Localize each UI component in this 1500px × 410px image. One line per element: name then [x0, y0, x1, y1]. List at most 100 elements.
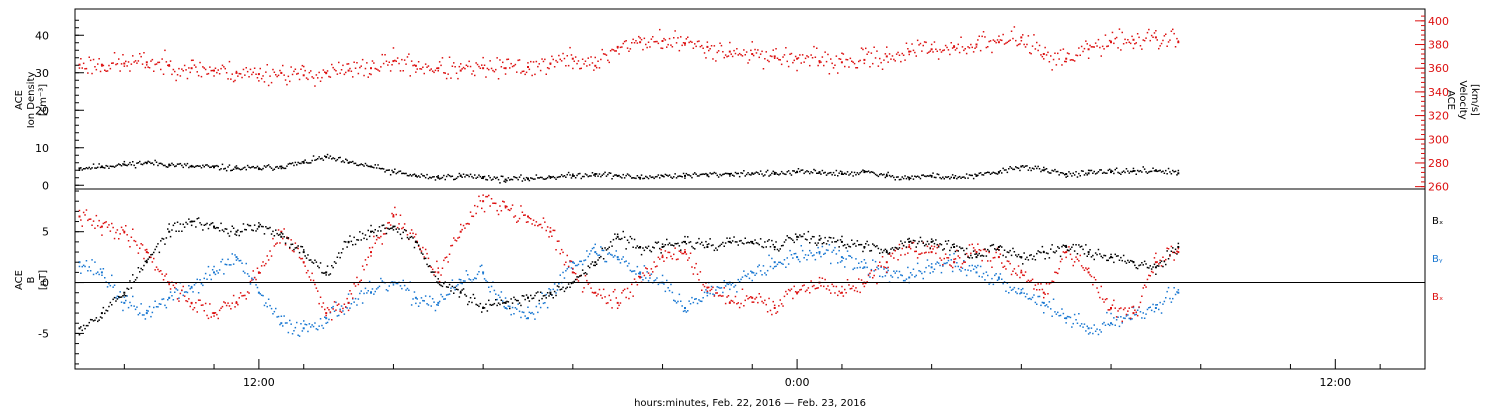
- bx-sample-point: [877, 247, 880, 250]
- by-sample-point: [1150, 309, 1153, 312]
- velocity-sample-point: [1072, 59, 1074, 61]
- bz-sample-point: [825, 288, 828, 290]
- by-sample-point: [461, 282, 463, 285]
- density-sample-point: [567, 171, 570, 174]
- bx-sample-point: [1148, 267, 1150, 269]
- bx-sample-point: [200, 223, 203, 226]
- density-sample-point: [422, 174, 424, 177]
- bz-sample-point: [972, 247, 975, 249]
- bz-sample-point: [925, 251, 927, 254]
- bx-sample-point: [720, 243, 723, 245]
- density-sample-point: [970, 174, 972, 177]
- density-point: [123, 163, 126, 166]
- velocity-sample-point: [538, 63, 540, 65]
- density-sample-point: [245, 168, 247, 171]
- bx-sample-point: [1008, 251, 1010, 254]
- velocity-sample-point: [158, 61, 161, 64]
- by-sample-point: [852, 268, 854, 271]
- bz-sample-point: [619, 302, 622, 304]
- velocity-sample-point: [978, 35, 980, 37]
- velocity-sample-point: [333, 68, 336, 71]
- bx-sample-point: [597, 259, 599, 261]
- velocity-sample-point: [748, 59, 751, 61]
- density-sample-point: [546, 176, 549, 179]
- velocity-sample-point: [979, 49, 982, 52]
- bx-sample-point: [914, 240, 916, 242]
- by-sample-point: [577, 263, 580, 266]
- bx-sample-point: [213, 227, 215, 229]
- bz-sample-point: [482, 194, 484, 196]
- velocity-sample-point: [105, 70, 107, 72]
- velocity-sample-point: [1051, 69, 1053, 71]
- density-sample-point: [343, 161, 346, 164]
- density-sample-point: [134, 167, 137, 169]
- density-sample-point: [378, 167, 381, 170]
- density-sample-point: [275, 166, 277, 168]
- density-sample-point: [113, 166, 116, 168]
- by-sample-point: [164, 304, 166, 307]
- velocity-sample-point: [640, 38, 643, 41]
- by-sample-point: [521, 311, 524, 313]
- density-sample-point: [907, 176, 909, 178]
- by-sample-point: [922, 277, 924, 280]
- by-sample-point: [143, 314, 145, 316]
- velocity-sample-point: [563, 57, 566, 60]
- by-sample-point: [105, 281, 107, 283]
- bz-sample-point: [860, 279, 863, 281]
- density-sample-point: [239, 168, 242, 171]
- by-sample-point: [810, 252, 812, 254]
- bx-sample-point: [441, 285, 444, 288]
- bx-sample-point: [862, 250, 864, 253]
- bx-sample-point: [339, 256, 341, 259]
- bx-sample-point: [1037, 250, 1039, 252]
- by-sample-point: [385, 289, 388, 291]
- density-sample-point: [157, 164, 159, 167]
- bx-sample-point: [275, 229, 277, 231]
- plasma-data-points: [78, 26, 1180, 184]
- by-sample-point: [884, 275, 887, 277]
- velocity-sample-point: [409, 75, 411, 77]
- density-sample-point: [530, 177, 532, 179]
- bx-sample-point: [936, 243, 938, 246]
- velocity-sample-point: [715, 60, 717, 62]
- velocity-sample-point: [841, 52, 843, 54]
- bx-sample-point: [293, 248, 295, 251]
- by-sample-point: [748, 277, 751, 280]
- bz-sample-point: [291, 249, 294, 252]
- density-sample-point: [1117, 171, 1119, 174]
- by-sample-point: [985, 271, 988, 273]
- density-sample-point: [1094, 173, 1097, 175]
- bx-sample-point: [162, 238, 165, 240]
- bx-sample-point: [995, 249, 997, 251]
- velocity-sample-point: [396, 57, 399, 59]
- velocity-sample-point: [343, 73, 346, 76]
- bz-sample-point: [363, 268, 365, 271]
- velocity-sample-point: [548, 67, 550, 70]
- bz-sample-point: [622, 289, 624, 292]
- bx-sample-point: [448, 283, 451, 286]
- bz-sample-point: [350, 293, 353, 295]
- by-sample-point: [272, 313, 274, 315]
- velocity-sample-point: [448, 56, 451, 58]
- bx-sample-point: [78, 334, 81, 336]
- density-point: [235, 167, 238, 170]
- by-point: [1154, 307, 1157, 309]
- density-sample-point: [175, 165, 177, 167]
- bx-sample-point: [958, 246, 961, 248]
- velocity-sample-point: [600, 58, 602, 61]
- density-sample-point: [1034, 165, 1037, 168]
- bx-sample-point: [586, 273, 588, 275]
- density-sample-point: [192, 165, 194, 168]
- velocity-sample-point: [1167, 41, 1170, 43]
- bz-point: [437, 271, 440, 274]
- by-sample-point: [223, 273, 225, 275]
- bz-sample-point: [298, 256, 301, 259]
- velocity-point: [953, 45, 956, 48]
- velocity-sample-point: [1029, 52, 1031, 54]
- velocity-sample-point: [1017, 43, 1020, 46]
- bx-sample-point: [387, 227, 389, 230]
- bx-sample-point: [675, 243, 678, 245]
- bx-point: [863, 246, 866, 248]
- velocity-sample-point: [179, 75, 182, 77]
- density-sample-point: [345, 158, 347, 160]
